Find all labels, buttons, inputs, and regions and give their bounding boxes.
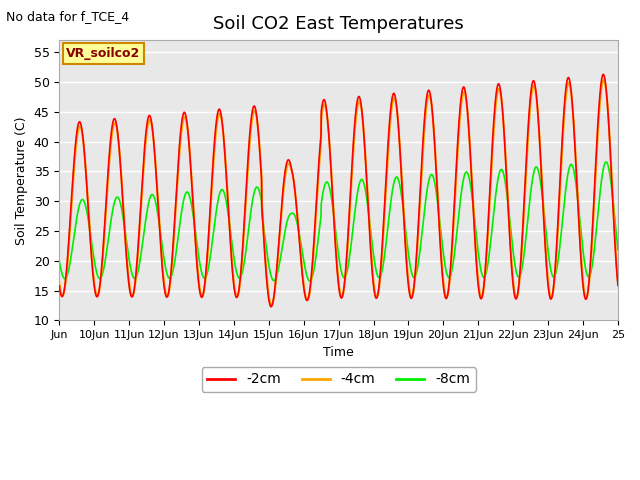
Bar <box>60 40 618 94</box>
X-axis label: Time: Time <box>323 346 354 359</box>
Y-axis label: Soil Temperature (C): Soil Temperature (C) <box>15 116 28 244</box>
Text: VR_soilco2: VR_soilco2 <box>67 47 141 60</box>
Text: No data for f_TCE_4: No data for f_TCE_4 <box>6 10 129 23</box>
Legend: -2cm, -4cm, -8cm: -2cm, -4cm, -8cm <box>202 367 476 392</box>
Title: Soil CO2 East Temperatures: Soil CO2 East Temperatures <box>213 15 464 33</box>
